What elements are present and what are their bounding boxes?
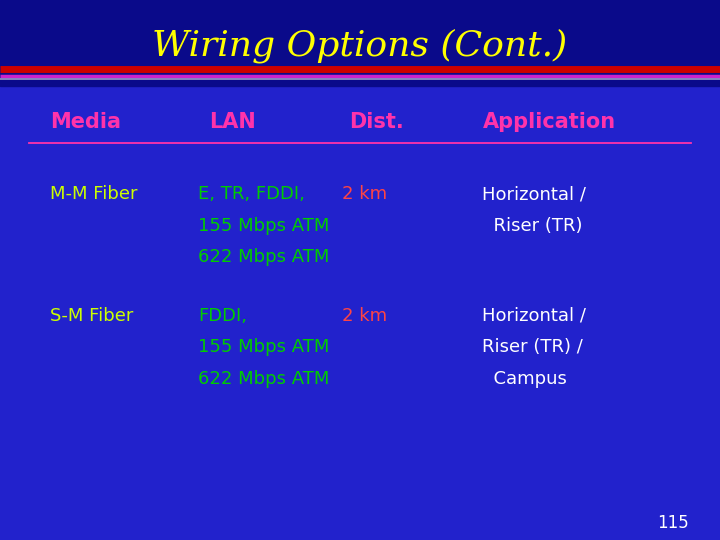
Text: Media: Media <box>50 111 122 132</box>
Text: FDDI,: FDDI, <box>198 307 247 325</box>
Text: E, TR, FDDI,: E, TR, FDDI, <box>198 185 305 204</box>
Text: 115: 115 <box>657 514 689 532</box>
Text: 622 Mbps ATM: 622 Mbps ATM <box>198 369 329 388</box>
Text: 622 Mbps ATM: 622 Mbps ATM <box>198 248 329 266</box>
Text: Wiring Options (Cont.): Wiring Options (Cont.) <box>153 29 567 63</box>
Text: Riser (TR) /: Riser (TR) / <box>482 338 583 356</box>
Text: 155 Mbps ATM: 155 Mbps ATM <box>198 217 329 235</box>
Text: 2 km: 2 km <box>342 185 387 204</box>
Text: Application: Application <box>482 111 616 132</box>
Text: Horizontal /: Horizontal / <box>482 185 586 204</box>
Text: 2 km: 2 km <box>342 307 387 325</box>
Text: LAN: LAN <box>209 111 256 132</box>
Text: Horizontal /: Horizontal / <box>482 307 586 325</box>
Bar <box>0 0 720 86</box>
Text: Dist.: Dist. <box>349 111 404 132</box>
Text: Campus: Campus <box>482 369 567 388</box>
Text: M-M Fiber: M-M Fiber <box>50 185 138 204</box>
Text: Riser (TR): Riser (TR) <box>482 217 583 235</box>
Text: 155 Mbps ATM: 155 Mbps ATM <box>198 338 329 356</box>
Text: S-M Fiber: S-M Fiber <box>50 307 134 325</box>
